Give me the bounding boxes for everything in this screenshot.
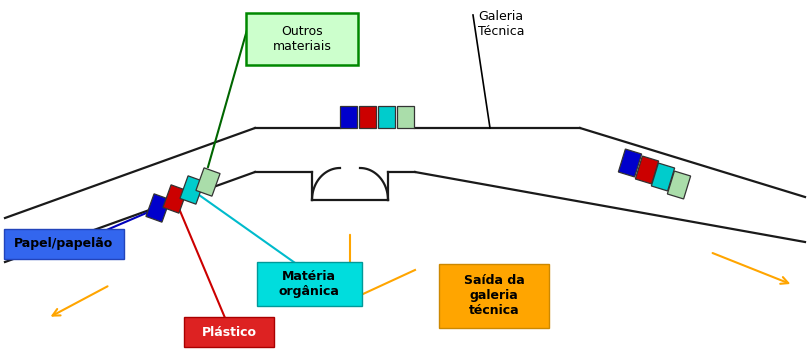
Bar: [359, 106, 376, 128]
Polygon shape: [635, 156, 659, 184]
FancyBboxPatch shape: [184, 317, 274, 347]
Text: Outros
materiais: Outros materiais: [273, 25, 332, 53]
Polygon shape: [667, 171, 691, 199]
Bar: [397, 106, 414, 128]
Text: Galeria
Técnica: Galeria Técnica: [478, 10, 524, 38]
Text: Saída da
galeria
técnica: Saída da galeria técnica: [464, 274, 524, 318]
FancyBboxPatch shape: [257, 262, 362, 306]
Text: Plástico: Plástico: [201, 325, 256, 338]
FancyBboxPatch shape: [439, 264, 549, 328]
Polygon shape: [180, 176, 204, 204]
Polygon shape: [146, 194, 170, 222]
Polygon shape: [651, 163, 675, 191]
Bar: [378, 106, 395, 128]
Bar: [340, 106, 357, 128]
Polygon shape: [163, 185, 187, 213]
Text: Matéria
orgânica: Matéria orgânica: [278, 270, 340, 298]
FancyBboxPatch shape: [4, 229, 124, 259]
FancyBboxPatch shape: [246, 13, 358, 65]
Text: Papel/papelão: Papel/papelão: [15, 238, 113, 251]
Polygon shape: [618, 149, 642, 177]
Polygon shape: [196, 168, 220, 196]
